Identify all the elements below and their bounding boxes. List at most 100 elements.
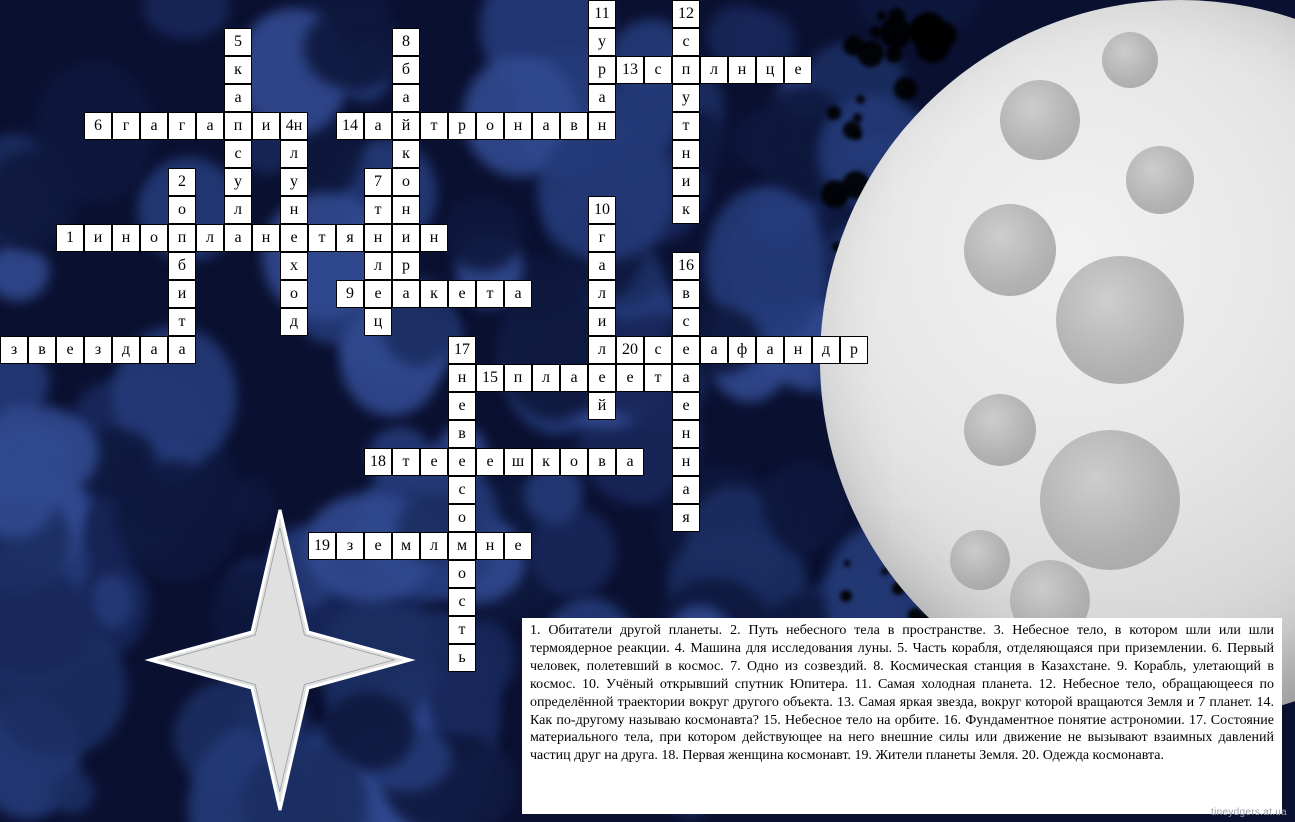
crossword-cell[interactable]: 4н bbox=[280, 112, 308, 140]
crossword-cell[interactable]: б bbox=[392, 56, 420, 84]
crossword-cell[interactable]: а bbox=[196, 112, 224, 140]
crossword-cell[interactable]: л bbox=[588, 336, 616, 364]
crossword-cell[interactable]: т bbox=[308, 224, 336, 252]
crossword-cell[interactable]: а bbox=[700, 336, 728, 364]
crossword-cell[interactable]: е bbox=[672, 392, 700, 420]
crossword-cell[interactable]: п bbox=[224, 112, 252, 140]
crossword-cell[interactable]: 10 bbox=[588, 196, 616, 224]
crossword-cell[interactable]: у bbox=[588, 28, 616, 56]
crossword-cell[interactable]: в bbox=[588, 448, 616, 476]
crossword-cell[interactable]: м bbox=[448, 532, 476, 560]
crossword-cell[interactable]: 12 bbox=[672, 0, 700, 28]
crossword-cell[interactable]: г bbox=[168, 112, 196, 140]
crossword-cell[interactable]: е bbox=[784, 56, 812, 84]
crossword-cell[interactable]: а bbox=[560, 364, 588, 392]
crossword-cell[interactable]: х bbox=[280, 252, 308, 280]
crossword-cell[interactable]: 20 bbox=[616, 336, 644, 364]
crossword-cell[interactable]: 6 bbox=[84, 112, 112, 140]
crossword-cell[interactable]: а bbox=[392, 280, 420, 308]
crossword-cell[interactable]: а bbox=[616, 448, 644, 476]
crossword-cell[interactable]: 16 bbox=[672, 252, 700, 280]
crossword-cell[interactable]: а bbox=[672, 476, 700, 504]
crossword-cell[interactable]: а bbox=[532, 112, 560, 140]
crossword-cell[interactable]: т bbox=[644, 364, 672, 392]
crossword-cell[interactable]: 19 bbox=[308, 532, 336, 560]
crossword-cell[interactable]: а bbox=[392, 84, 420, 112]
crossword-cell[interactable]: п bbox=[504, 364, 532, 392]
crossword-cell[interactable]: е bbox=[504, 532, 532, 560]
crossword-cell[interactable]: к bbox=[420, 280, 448, 308]
crossword-cell[interactable]: л bbox=[280, 140, 308, 168]
crossword-cell[interactable]: с bbox=[672, 308, 700, 336]
crossword-cell[interactable]: 18 bbox=[364, 448, 392, 476]
crossword-cell[interactable]: н bbox=[504, 112, 532, 140]
crossword-cell[interactable]: а bbox=[224, 84, 252, 112]
crossword-cell[interactable]: а bbox=[140, 336, 168, 364]
crossword-cell[interactable]: л bbox=[420, 532, 448, 560]
crossword-cell[interactable]: р bbox=[588, 56, 616, 84]
crossword-cell[interactable]: н bbox=[392, 196, 420, 224]
crossword-cell[interactable]: н bbox=[448, 364, 476, 392]
crossword-cell[interactable]: 9 bbox=[336, 280, 364, 308]
crossword-cell[interactable]: е bbox=[280, 224, 308, 252]
crossword-cell[interactable]: и bbox=[588, 308, 616, 336]
crossword-cell[interactable]: н bbox=[364, 224, 392, 252]
crossword-cell[interactable]: ц bbox=[756, 56, 784, 84]
crossword-cell[interactable]: л bbox=[532, 364, 560, 392]
crossword-cell[interactable]: е bbox=[364, 280, 392, 308]
crossword-cell[interactable]: н bbox=[252, 224, 280, 252]
crossword-cell[interactable]: р bbox=[840, 336, 868, 364]
crossword-cell[interactable]: г bbox=[112, 112, 140, 140]
crossword-cell[interactable]: е bbox=[448, 280, 476, 308]
crossword-cell[interactable]: о bbox=[448, 504, 476, 532]
crossword-cell[interactable]: п bbox=[672, 56, 700, 84]
crossword-cell[interactable]: т bbox=[448, 616, 476, 644]
crossword-cell[interactable]: я bbox=[672, 504, 700, 532]
crossword-cell[interactable]: о bbox=[140, 224, 168, 252]
crossword-cell[interactable]: 13 bbox=[616, 56, 644, 84]
crossword-cell[interactable]: н bbox=[588, 112, 616, 140]
crossword-cell[interactable]: а bbox=[756, 336, 784, 364]
crossword-cell[interactable]: п bbox=[168, 224, 196, 252]
crossword-cell[interactable]: р bbox=[392, 252, 420, 280]
crossword-cell[interactable]: у bbox=[280, 168, 308, 196]
crossword-cell[interactable]: 2 bbox=[168, 168, 196, 196]
crossword-cell[interactable]: е bbox=[476, 448, 504, 476]
crossword-cell[interactable]: н bbox=[280, 196, 308, 224]
crossword-cell[interactable]: 7 bbox=[364, 168, 392, 196]
crossword-cell[interactable]: а bbox=[364, 112, 392, 140]
crossword-cell[interactable]: а bbox=[588, 84, 616, 112]
crossword-cell[interactable]: о bbox=[168, 196, 196, 224]
crossword-cell[interactable]: д bbox=[280, 308, 308, 336]
crossword-cell[interactable]: ф bbox=[728, 336, 756, 364]
crossword-cell[interactable]: 8 bbox=[392, 28, 420, 56]
crossword-cell[interactable]: е bbox=[616, 364, 644, 392]
crossword-cell[interactable]: а bbox=[504, 280, 532, 308]
crossword-cell[interactable]: о bbox=[280, 280, 308, 308]
crossword-cell[interactable]: н bbox=[784, 336, 812, 364]
crossword-cell[interactable]: с bbox=[448, 588, 476, 616]
crossword-cell[interactable]: т bbox=[420, 112, 448, 140]
crossword-cell[interactable]: е bbox=[672, 336, 700, 364]
crossword-cell[interactable]: н bbox=[112, 224, 140, 252]
crossword-cell[interactable]: с bbox=[672, 28, 700, 56]
crossword-cell[interactable]: о bbox=[392, 168, 420, 196]
crossword-cell[interactable]: т bbox=[476, 280, 504, 308]
crossword-cell[interactable]: а bbox=[168, 336, 196, 364]
crossword-cell[interactable]: о bbox=[476, 112, 504, 140]
crossword-cell[interactable]: у bbox=[672, 84, 700, 112]
crossword-cell[interactable]: л bbox=[224, 196, 252, 224]
crossword-cell[interactable]: к bbox=[672, 196, 700, 224]
crossword-cell[interactable]: г bbox=[588, 224, 616, 252]
crossword-cell[interactable]: 15 bbox=[476, 364, 504, 392]
crossword-cell[interactable]: л bbox=[364, 252, 392, 280]
crossword-cell[interactable]: о bbox=[448, 560, 476, 588]
crossword-cell[interactable]: а bbox=[140, 112, 168, 140]
crossword-cell[interactable]: 11 bbox=[588, 0, 616, 28]
crossword-cell[interactable]: р bbox=[448, 112, 476, 140]
crossword-cell[interactable]: н bbox=[728, 56, 756, 84]
crossword-cell[interactable]: е bbox=[448, 392, 476, 420]
crossword-cell[interactable]: т bbox=[672, 112, 700, 140]
crossword-cell[interactable]: д bbox=[812, 336, 840, 364]
crossword-cell[interactable]: н bbox=[672, 140, 700, 168]
